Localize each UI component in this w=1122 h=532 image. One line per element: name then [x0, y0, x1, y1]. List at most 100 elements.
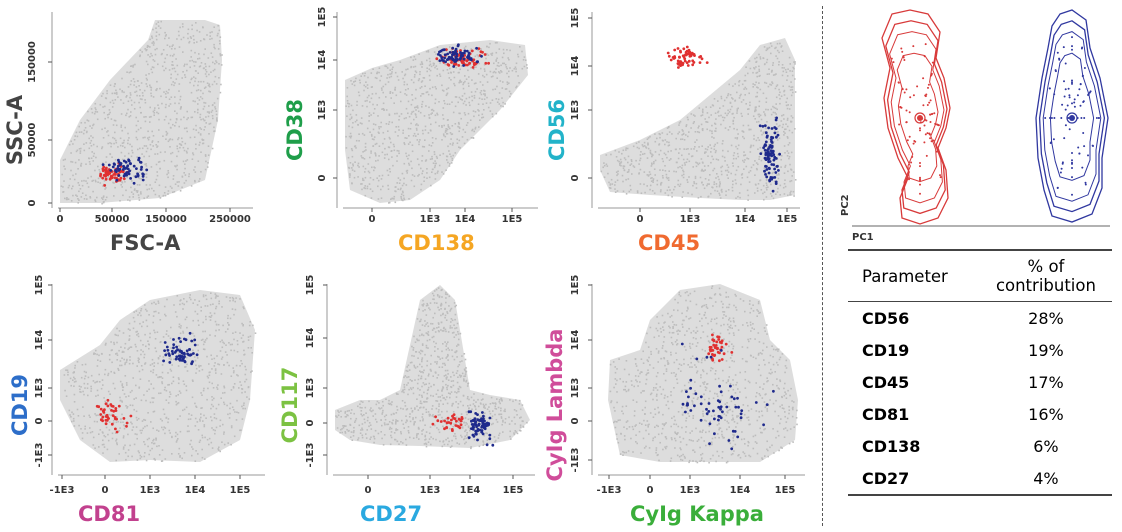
event-dot	[919, 129, 921, 132]
event-dot	[188, 331, 192, 335]
event-dot	[466, 63, 469, 67]
event-dot	[924, 43, 927, 46]
event-dot	[488, 433, 492, 437]
event-dot	[916, 85, 919, 88]
event-dot	[178, 358, 182, 362]
event-dot	[713, 345, 717, 349]
event-dot	[488, 416, 492, 420]
event-dot	[1078, 152, 1081, 155]
event-dot	[129, 177, 133, 180]
x-tick-label: 250000	[209, 214, 251, 225]
event-dot	[713, 417, 716, 421]
event-dot	[770, 135, 773, 139]
event-dot	[481, 50, 484, 54]
event-dot	[919, 176, 921, 179]
contribution-cell: 17%	[1028, 372, 1064, 392]
event-dot	[478, 428, 482, 432]
y-tick-label: 0	[305, 419, 316, 426]
event-dot	[111, 405, 115, 408]
event-dot	[101, 415, 105, 419]
event-dot	[919, 179, 921, 182]
event-dot	[195, 353, 199, 357]
event-dot	[718, 400, 722, 404]
event-dot	[1050, 117, 1053, 119]
event-dot	[472, 423, 476, 426]
event-dot	[122, 177, 126, 181]
background-density	[60, 20, 222, 203]
event-dot	[172, 338, 175, 341]
event-dot	[459, 49, 462, 52]
event-dot	[912, 142, 915, 145]
event-dot	[931, 61, 934, 64]
event-dot	[163, 349, 167, 352]
event-dot	[931, 112, 934, 115]
event-dot	[890, 57, 893, 60]
event-dot	[1060, 117, 1063, 119]
event-dot	[475, 430, 478, 433]
event-dot	[163, 341, 167, 344]
x-axis-title: CD81	[78, 502, 140, 526]
y-tick-label: 0	[570, 417, 581, 424]
x-tick-label: 0	[57, 214, 64, 225]
event-dot	[141, 178, 145, 182]
event-dot	[777, 169, 780, 172]
event-dot	[472, 63, 476, 67]
event-dot	[912, 94, 915, 97]
event-dot	[730, 395, 734, 399]
event-dot	[768, 179, 772, 183]
event-dot	[770, 127, 774, 130]
event-dot	[719, 390, 723, 394]
event-dot	[705, 61, 709, 64]
y-tick-label: -1E3	[570, 448, 581, 473]
event-dot	[764, 153, 768, 157]
event-dot	[1082, 101, 1085, 103]
x-tick-label: 1E3	[680, 485, 701, 496]
event-dot	[912, 45, 915, 48]
density-contour	[885, 20, 948, 215]
event-dot	[114, 407, 118, 410]
background-events	[60, 20, 223, 205]
table-row: CD56 28%	[848, 302, 1112, 335]
event-dot	[919, 183, 921, 186]
event-dot	[114, 427, 117, 431]
event-dot	[491, 443, 495, 447]
event-dot	[769, 177, 773, 180]
event-dot	[480, 430, 484, 434]
event-dot	[115, 417, 118, 421]
event-dot	[929, 99, 932, 102]
population-blue	[467, 410, 495, 447]
event-dot	[699, 395, 703, 399]
event-dot	[135, 167, 138, 171]
event-dot	[117, 174, 121, 177]
event-dot	[689, 378, 693, 382]
event-dot	[922, 77, 925, 80]
contribution-cell: 16%	[1028, 404, 1064, 424]
event-dot	[476, 418, 480, 421]
event-dot	[1071, 167, 1073, 169]
event-dot	[1084, 181, 1087, 184]
x-tick-label: 50000	[95, 214, 130, 225]
event-dot	[759, 152, 763, 156]
y-tick-label: -1E3	[305, 443, 316, 468]
event-dot	[689, 409, 693, 412]
event-dot	[122, 174, 126, 178]
event-dot	[717, 338, 721, 341]
parameter-header: Parameter	[848, 249, 980, 302]
y-tick-label: 1E5	[305, 275, 316, 296]
y-tick-label: 1E3	[305, 378, 316, 399]
event-dot	[764, 173, 767, 176]
event-dot	[691, 63, 695, 67]
event-dot	[901, 88, 904, 91]
event-dot	[708, 442, 711, 445]
event-dot	[693, 404, 696, 408]
population-blue	[101, 156, 149, 185]
y-tick-label: 1E4	[34, 330, 45, 351]
event-dot	[678, 56, 681, 59]
section-divider	[822, 6, 823, 526]
event-dot	[459, 423, 463, 427]
event-dot	[117, 160, 121, 164]
population-red	[95, 398, 133, 434]
event-dot	[910, 161, 913, 164]
event-dot	[461, 54, 465, 58]
event-dot	[431, 422, 435, 426]
